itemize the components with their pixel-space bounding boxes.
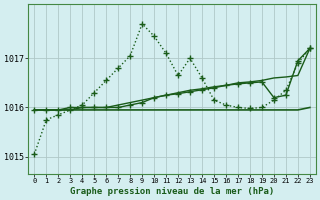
X-axis label: Graphe pression niveau de la mer (hPa): Graphe pression niveau de la mer (hPa) <box>70 187 274 196</box>
